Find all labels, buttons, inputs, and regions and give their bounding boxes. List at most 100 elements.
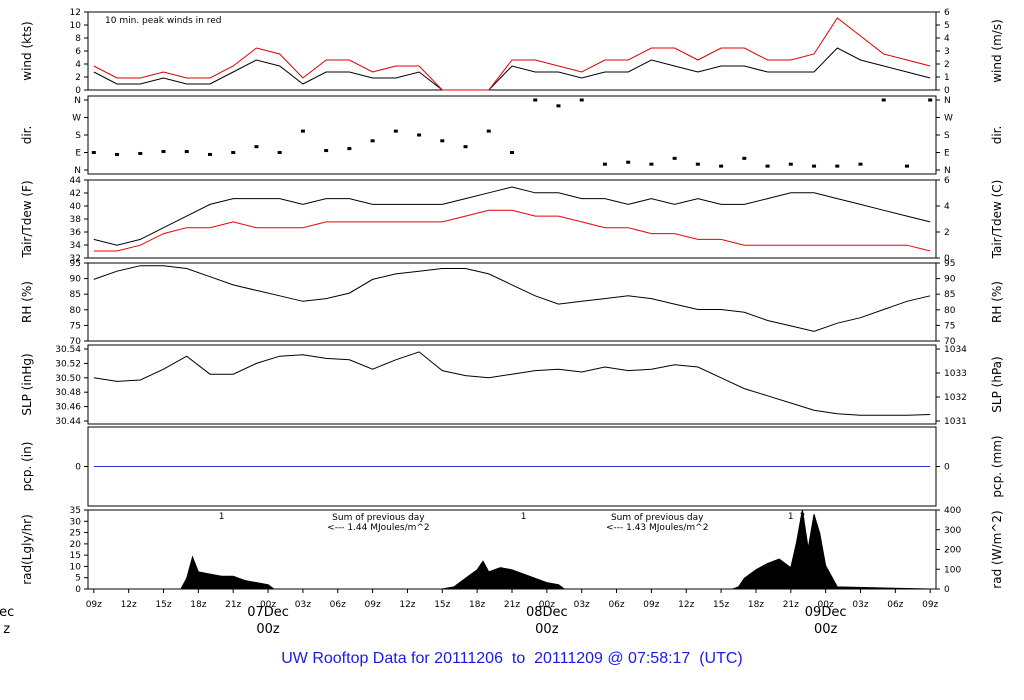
y-tick-label-right: 0 — [944, 86, 950, 96]
page-title: UW Rooftop Data for 20111206 to 20111209… — [281, 650, 743, 667]
y-tick-label-right: 2 — [944, 228, 950, 238]
y-axis-label-right: dir. — [990, 126, 1004, 145]
rad-note-line1: Sum of previous day — [611, 513, 704, 523]
y-tick-label-right: 1 — [944, 73, 950, 83]
dir-point — [324, 149, 329, 153]
panel-rad — [84, 509, 940, 590]
series-line-wind-0 — [93, 47, 931, 91]
panel-temp — [84, 179, 940, 259]
dir-point — [370, 139, 375, 143]
rad-note-line2: <--- 1.44 MJoules/m^2 — [327, 523, 429, 533]
date-label-line1: 09Dec — [805, 605, 847, 620]
y-tick-label-left: 25 — [70, 529, 81, 539]
dir-point — [486, 129, 491, 133]
rad-area — [93, 509, 931, 590]
dir-point — [695, 162, 700, 166]
y-tick-label-right: 4 — [944, 34, 950, 44]
y-tick-label-left: 80 — [70, 306, 82, 316]
x-tick-label: 15z — [713, 600, 729, 610]
y-tick-label-left: 40 — [70, 202, 82, 212]
panel-rh — [84, 262, 940, 342]
x-tick-label: 03z — [295, 600, 311, 610]
y-axis-label-left: wind (kts) — [20, 21, 34, 80]
y-tick-label-left: 2 — [75, 73, 81, 83]
y-tick-label-left: 20 — [70, 540, 82, 550]
x-tick-label: 09z — [365, 600, 381, 610]
dir-point — [742, 156, 747, 160]
series-line-temp-0 — [93, 186, 931, 246]
y-axis-label-left: pcp. (in) — [20, 442, 34, 492]
y-tick-label-left: 0 — [75, 463, 81, 473]
y-tick-label-right: 0 — [944, 585, 950, 595]
y-tick-label-left: 44 — [70, 176, 82, 186]
y-tick-label-right: N — [944, 166, 951, 176]
y-tick-label-left: 75 — [70, 321, 81, 331]
dir-point — [510, 151, 514, 154]
x-tick-label: 00z — [818, 600, 834, 610]
y-tick-label-right: E — [944, 149, 950, 159]
x-tick-label: 12z — [678, 600, 694, 610]
y-tick-label-right: 0 — [944, 254, 950, 264]
x-tick-label: 06z — [330, 600, 346, 610]
dir-point — [533, 98, 538, 102]
x-tick-label: 15z — [155, 600, 171, 610]
x-tick-label: 21z — [504, 600, 520, 610]
y-tick-label-left: 70 — [70, 337, 82, 347]
dir-point — [602, 162, 607, 166]
y-tick-label-left: W — [72, 114, 81, 124]
dir-point — [254, 145, 259, 149]
rad-note-line2: <--- 1.43 MJoules/m^2 — [606, 523, 708, 533]
panel-rh-frame — [87, 262, 937, 342]
dir-point — [579, 98, 584, 102]
wind-annotation: 10 min. peak winds in red — [105, 16, 222, 26]
y-tick-label-left: 90 — [70, 275, 82, 285]
y-tick-label-right: N — [944, 96, 951, 106]
dir-point — [649, 162, 654, 166]
y-tick-label-left: 10 — [70, 562, 82, 572]
panel-pcp — [84, 426, 940, 507]
y-tick-label-right: 100 — [944, 565, 961, 575]
dir-point — [138, 151, 143, 155]
dir-point — [881, 98, 886, 102]
y-tick-label-right: 400 — [944, 506, 961, 516]
y-tick-label-left: 8 — [75, 34, 81, 44]
date-label-line1: 07Dec — [247, 605, 289, 620]
y-tick-label-left: 30.54 — [55, 345, 81, 355]
y-tick-label-left: 36 — [70, 228, 82, 238]
dir-point — [184, 150, 189, 154]
y-tick-label-left: 30.52 — [55, 359, 81, 369]
y-tick-label-right: 75 — [944, 321, 955, 331]
y-tick-label-right: 80 — [944, 306, 956, 316]
dir-point — [858, 162, 863, 166]
y-tick-label-right: 6 — [944, 8, 950, 18]
dir-point — [556, 104, 561, 108]
x-tick-label: 18z — [469, 600, 485, 610]
rad-annotation: 2 — [800, 512, 806, 522]
x-tick-label: 15z — [434, 600, 450, 610]
y-axis-label-right: RH (%) — [990, 281, 1004, 323]
y-tick-label-left: 4 — [75, 60, 81, 70]
y-axis-label-right: rad (W/m^2) — [990, 510, 1004, 588]
x-tick-label: 00z — [539, 600, 555, 610]
x-tick-label: 12z — [399, 600, 415, 610]
y-tick-label-left: 85 — [70, 290, 81, 300]
rad-note-line1: Sum of previous day — [332, 513, 425, 523]
y-tick-label-left: 32 — [70, 254, 81, 264]
dir-point — [904, 164, 909, 168]
y-tick-label-left: 30.46 — [55, 403, 81, 413]
x-tick-label: 21z — [225, 600, 241, 610]
panel-dir — [84, 95, 940, 175]
dir-point — [672, 156, 677, 160]
y-tick-label-left: 6 — [75, 47, 81, 57]
y-axis-label-right: wind (m/s) — [990, 19, 1004, 83]
x-tick-label: 06z — [608, 600, 624, 610]
y-tick-label-right: 1032 — [944, 393, 967, 403]
x-tick-label: 03z — [574, 600, 590, 610]
series-line-slp-0 — [93, 351, 931, 416]
x-tick-label: 21z — [783, 600, 799, 610]
y-tick-label-left: 42 — [70, 189, 81, 199]
y-tick-label-right: 1033 — [944, 369, 967, 379]
x-tick-label: 00z — [260, 600, 276, 610]
y-tick-label-right: 0 — [944, 463, 950, 473]
